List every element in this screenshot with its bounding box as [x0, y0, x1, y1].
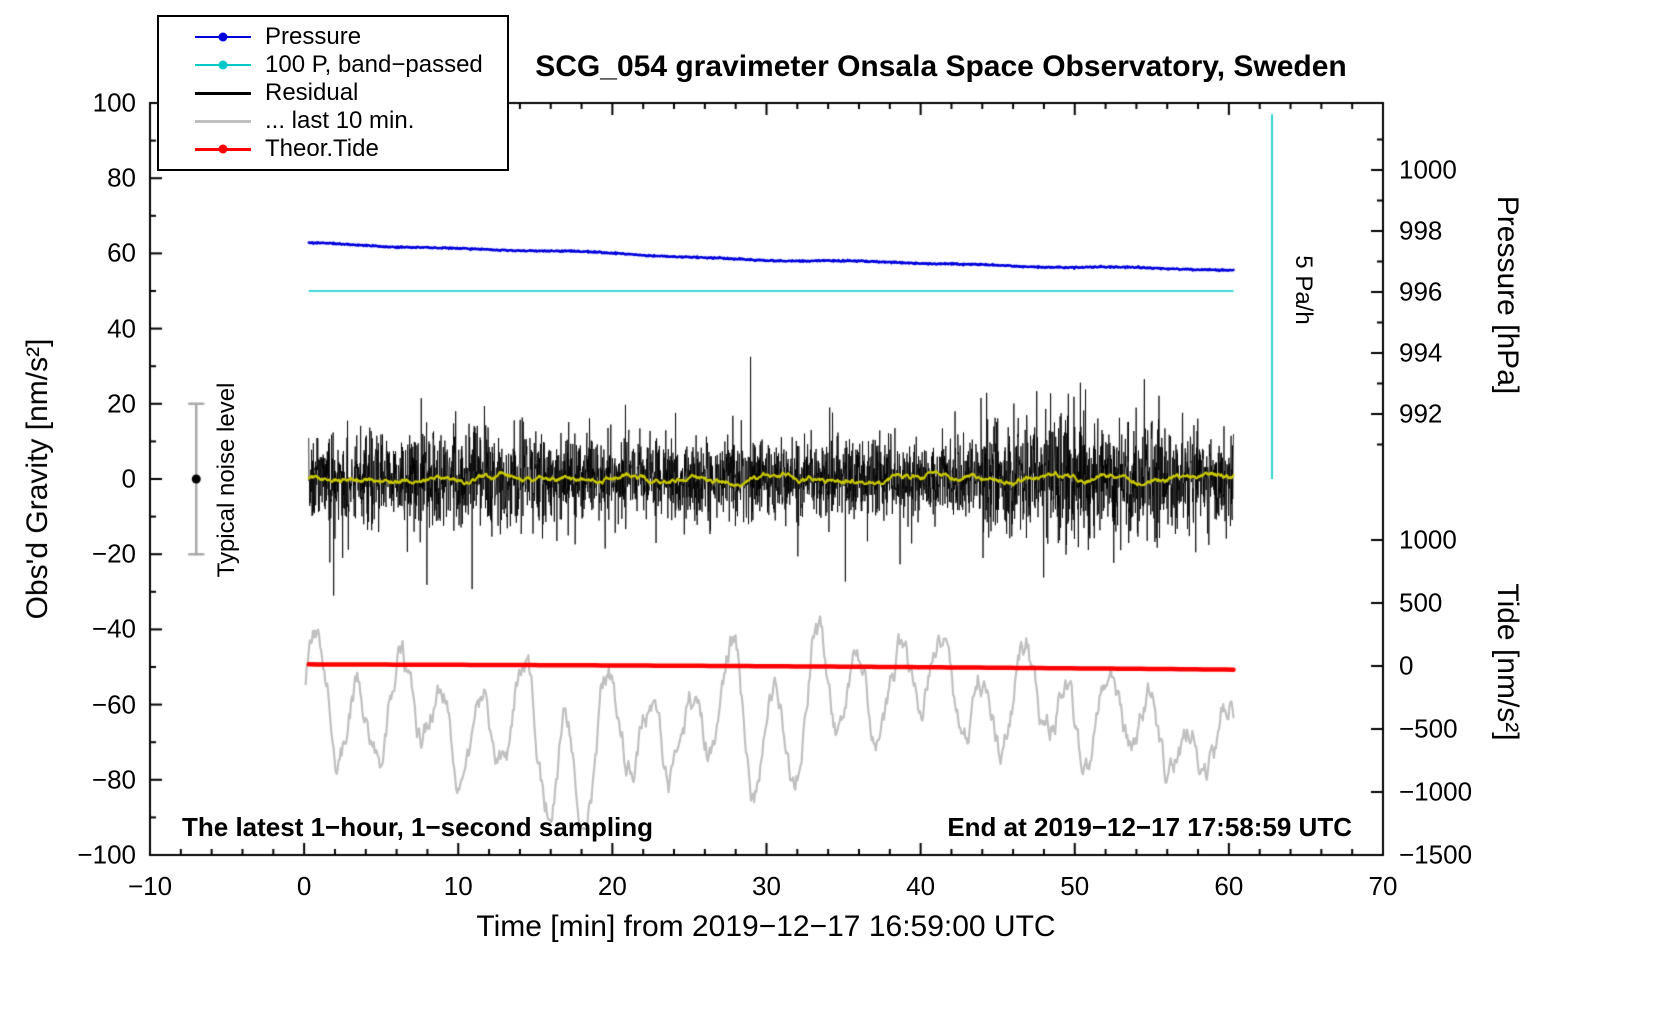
- legend-item-label: Theor.Tide: [265, 135, 379, 162]
- legend-line-sample: [195, 91, 251, 95]
- pressure-tick-label: 994: [1399, 337, 1443, 368]
- x-tick-label: 0: [296, 871, 312, 901]
- x-tick-label: 50: [1060, 871, 1090, 901]
- gravity-tick-label: 20: [107, 388, 136, 419]
- legend-line-sample: [195, 32, 251, 42]
- gravity-tick-label: 80: [107, 162, 136, 193]
- legend-marker-dot: [218, 144, 228, 154]
- legend-item-label: 100 P, band−passed: [265, 51, 483, 78]
- tide-tick-label: 1000: [1399, 524, 1457, 555]
- x-tick-label: 60: [1214, 871, 1244, 901]
- y-axis-label-tide: Tide [nm/s²]: [1491, 583, 1524, 741]
- tide-tick-label: −1500: [1399, 839, 1473, 870]
- end-time-annotation: End at 2019−12−17 17:58:59 UTC: [947, 812, 1352, 842]
- gravity-tick-label: −40: [91, 613, 136, 644]
- y-axis-label-gravity: Obs'd Gravity [nm/s²]: [21, 338, 54, 620]
- x-tick-label: 10: [443, 871, 473, 901]
- gravity-tick-label: 40: [107, 313, 136, 344]
- pressure-tick-label: 998: [1399, 215, 1443, 246]
- x-tick-label: −10: [127, 871, 173, 901]
- gravity-tick-label: 60: [107, 237, 136, 268]
- legend-item: Pressure: [195, 23, 507, 51]
- pressure-tick-label: 1000: [1399, 154, 1457, 185]
- tide-tick-label: −500: [1399, 713, 1458, 744]
- gravity-tick-label: −20: [91, 538, 136, 569]
- tide-tick-label: 500: [1399, 587, 1443, 618]
- legend-item: 100 P, band−passed: [195, 51, 507, 79]
- pressure-rate-label: 5 Pa/h: [1290, 255, 1317, 325]
- legend: Pressure 100 P, band−passed Residual... la…: [157, 15, 509, 171]
- legend-item-label: Residual: [265, 79, 359, 106]
- legend-marker-dot: [218, 32, 228, 42]
- x-tick-label: 30: [752, 871, 781, 901]
- gravity-tick-label: −100: [77, 839, 136, 870]
- legend-line-sample: [195, 60, 251, 70]
- legend-item: Residual: [195, 79, 507, 107]
- tide-tick-label: −1000: [1399, 776, 1473, 807]
- sampling-annotation: The latest 1−hour, 1−second sampling: [182, 812, 654, 842]
- tide-tick-label: 0: [1399, 650, 1414, 681]
- x-axis-label: Time [min] from 2019−12−17 16:59:00 UTC: [476, 910, 1056, 943]
- pressure-tick-label: 996: [1399, 276, 1443, 307]
- gravity-tick-label: −60: [91, 689, 136, 720]
- legend-item: ... last 10 min.: [195, 107, 507, 135]
- legend-item-label: ... last 10 min.: [265, 107, 415, 134]
- x-tick-label: 70: [1368, 871, 1398, 901]
- gravity-tick-label: −80: [91, 764, 136, 795]
- x-tick-label: 40: [906, 871, 936, 901]
- y-axis-label-pressure: Pressure [hPa]: [1491, 195, 1524, 395]
- pressure-tick-label: 992: [1399, 398, 1443, 429]
- legend-marker-dot: [218, 60, 228, 70]
- legend-line-sample: [195, 144, 251, 154]
- gravity-tick-label: 0: [121, 463, 136, 494]
- gravity-tick-label: 100: [92, 87, 136, 118]
- legend-item-label: Pressure: [265, 23, 362, 50]
- x-tick-label: 20: [597, 871, 627, 901]
- chart-title: SCG_054 gravimeter Onsala Space Observat…: [535, 50, 1347, 83]
- legend-item: Theor.Tide: [195, 135, 507, 163]
- legend-line-sample: [195, 119, 251, 123]
- noise-level-label: Typical noise level: [213, 382, 240, 578]
